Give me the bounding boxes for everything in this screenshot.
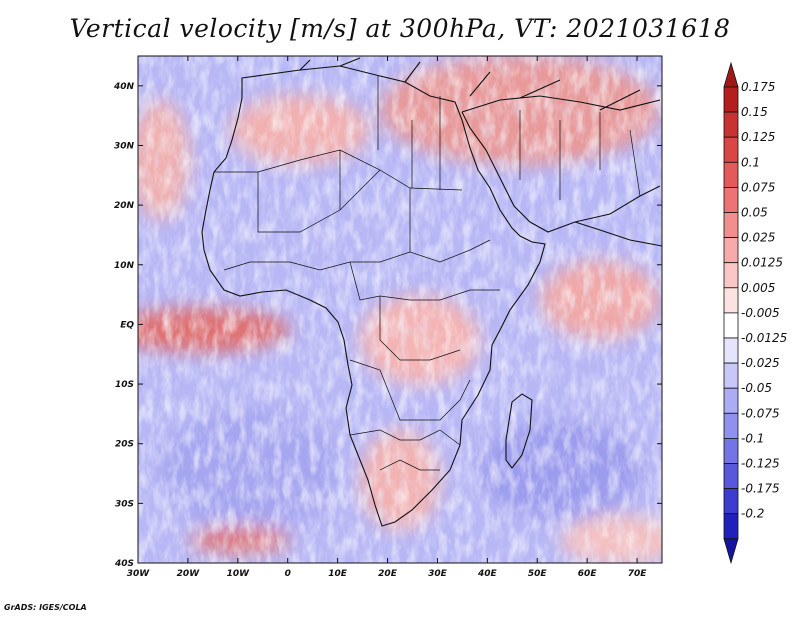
grads-credit: GrADS: IGES/COLA: [4, 603, 87, 612]
vertical-velocity-field: [138, 56, 662, 563]
colorbar-label: 0.0125: [741, 256, 783, 270]
lat-tick-label: 30N: [114, 141, 135, 151]
colorbar: 0.175 0.15 0.125 0.1 0.075 0.05 0.025 0.0125 0.0…: [723, 61, 787, 565]
colorbar-swatch: [723, 86, 739, 113]
colorbar-label: 0.05: [741, 206, 768, 220]
lon-tick-label: 30W: [127, 569, 151, 579]
lon-tick-label: 0: [285, 569, 291, 579]
lat-tick-label: 30S: [115, 499, 134, 509]
colorbar-under-arrow: [723, 538, 739, 565]
lon-tick-label: 20E: [378, 569, 398, 579]
colorbar-label: 0.175: [741, 80, 775, 94]
colorbar-swatch: [723, 136, 739, 163]
colorbar-label: 0.125: [741, 130, 775, 144]
colorbar-swatch: [723, 312, 739, 339]
lon-tick-label: 50E: [528, 569, 548, 579]
colorbar-swatch: [723, 337, 739, 364]
colorbar-label: -0.0125: [741, 331, 787, 345]
colorbar-label: 0.15: [741, 105, 768, 119]
colorbar-swatch: [723, 262, 739, 289]
lat-tick-label: 10S: [115, 380, 134, 390]
colorbar-swatch: [723, 287, 739, 314]
colorbar-label: 0.025: [741, 231, 775, 245]
colorbar-swatch: [723, 488, 739, 515]
colorbar-label: 0.075: [741, 180, 775, 194]
lat-tick-label: 20S: [115, 440, 134, 450]
lon-tick-label: 10W: [227, 569, 251, 579]
lat-tick-label: 40N: [113, 82, 135, 92]
lon-tick-label: 10E: [328, 569, 348, 579]
lat-tick-label: 10N: [114, 261, 135, 271]
longitude-axis: 30W 20W 10W 0 10E 20E 30E 40E 50E 60E 70E: [127, 56, 647, 579]
lat-tick-label: 40S: [114, 559, 134, 569]
colorbar-label: -0.125: [741, 457, 780, 471]
country-borders: [214, 76, 641, 471]
colorbar-swatch: [723, 362, 739, 389]
colorbar-label: -0.1: [741, 431, 764, 445]
colorbar-swatch: [723, 186, 739, 213]
map-frame: [137, 55, 663, 564]
colorbar-swatch: [723, 412, 739, 439]
colorbar-swatch: [723, 437, 739, 464]
colorbar-swatch: [723, 111, 739, 138]
colorbar-swatch: [723, 513, 739, 540]
colorbar-swatch: [723, 161, 739, 188]
colorbar-label: -0.075: [741, 406, 780, 420]
colorbar-over-arrow: [723, 61, 739, 88]
lon-tick-label: 70E: [628, 569, 648, 579]
colorbar-swatch: [723, 212, 739, 239]
colorbar-label: 0.005: [741, 281, 775, 295]
lon-tick-label: 30E: [428, 569, 448, 579]
lat-tick-label: 20N: [114, 201, 135, 211]
colorbar-label: -0.005: [741, 306, 780, 320]
lat-tick-label: EQ: [120, 320, 134, 330]
map-title: Vertical velocity [m/s] at 300hPa, VT: 2…: [69, 14, 731, 43]
colorbar-label: 0.1: [741, 155, 760, 169]
colorbar-label: -0.025: [741, 356, 780, 370]
colorbar-label: -0.175: [741, 482, 780, 496]
colorbar-label: -0.05: [741, 381, 772, 395]
coastlines: [201, 57, 662, 527]
colorbar-label: -0.2: [741, 507, 764, 521]
lon-tick-label: 60E: [578, 569, 598, 579]
latitude-axis: 40N 30N 20N 10N EQ 10S 20S 30S 40S: [113, 82, 662, 569]
colorbar-swatch: [723, 463, 739, 490]
lon-tick-label: 40E: [477, 569, 498, 579]
lon-tick-label: 20W: [177, 569, 201, 579]
colorbar-swatch: [723, 237, 739, 264]
colorbar-swatch: [723, 387, 739, 414]
